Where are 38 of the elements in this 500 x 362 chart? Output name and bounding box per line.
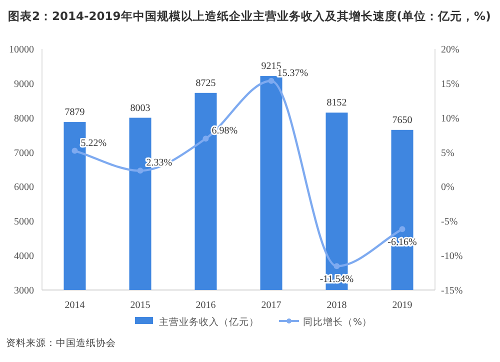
x-tick-label: 2015 [130,300,150,311]
y-tick-label: 4000 [14,251,34,262]
text: 资料来源：中国造纸协会 [6,337,116,349]
legend-label: 主营业务收入（亿元） [159,316,259,328]
point [268,78,274,84]
y2-tick-label: -15% [441,286,463,296]
point [72,148,78,154]
y2-tick-label: 5% [441,148,454,159]
chart-title: 图表2：2014-2019年中国规模以上造纸企业主营业务收入及其增长速度(单位：亿元，%) [8,9,491,23]
point [334,263,340,270]
y2-tick-label: 20% [441,44,460,56]
point [399,226,406,232]
point [202,136,209,142]
y2-tick-label: 15% [441,78,460,90]
x-tick-label: 2017 [261,300,282,311]
y-tick-label: 9000 [14,78,34,90]
y2-tick-label: 0% [441,182,454,194]
x-tick-label: 2016 [196,300,216,311]
y2-tick-label: -10% [441,251,463,262]
data-label: 8152 [326,98,347,109]
y-tick-label: 10000 [9,44,34,56]
data-label: 15.37% [277,68,308,79]
data-label: 7879 [64,107,85,118]
y2-tick-label: 10% [441,113,460,124]
y-tick-label: 8000 [14,113,34,124]
y-tick-label: 3000 [14,286,34,296]
y-tick-label: 7000 [14,148,34,159]
y2-tick-label: -5% [441,216,458,228]
x-tick-label: 2019 [392,300,412,311]
data-label: 8725 [196,78,216,89]
legend-label: 同比增长（%） [303,316,372,328]
x-tick-label: 2018 [326,300,347,311]
y-tick-label: 6000 [14,182,34,194]
data-label: 7650 [392,114,412,126]
y-tick-label: 5000 [14,216,34,228]
x-tick-label: 2014 [64,300,85,311]
point [137,168,144,174]
data-label: 8003 [130,102,150,114]
